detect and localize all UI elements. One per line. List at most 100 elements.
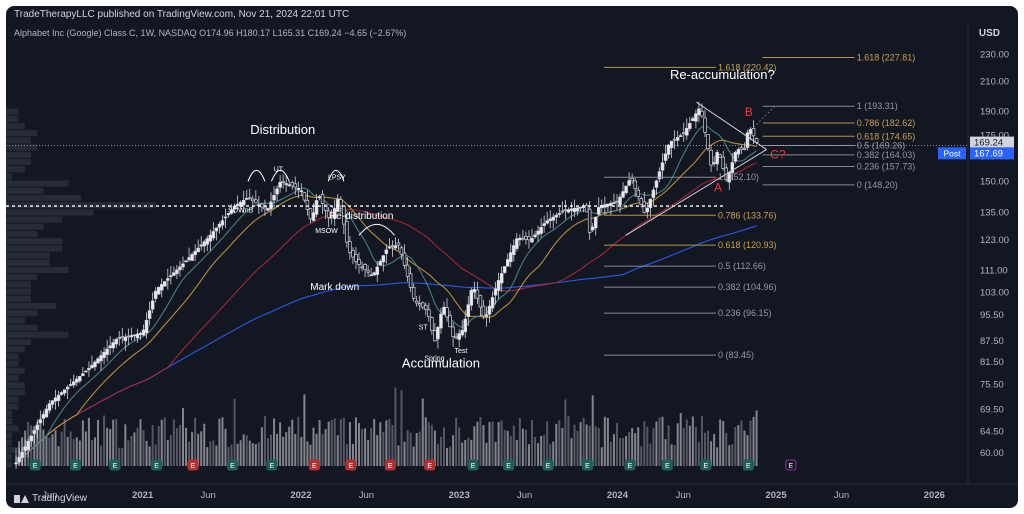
candle-body bbox=[217, 223, 222, 228]
candle-body bbox=[694, 113, 698, 122]
volume-bar bbox=[112, 419, 115, 466]
x-tick-label: 2026 bbox=[924, 490, 945, 501]
volume-bar bbox=[703, 432, 706, 466]
volume-bar bbox=[631, 428, 634, 466]
candle-body bbox=[302, 192, 307, 201]
candle-body bbox=[566, 209, 571, 213]
candle-body bbox=[612, 202, 616, 204]
volume-bar bbox=[270, 434, 273, 466]
candle-body bbox=[360, 266, 364, 269]
annotation-label: UT bbox=[274, 167, 284, 174]
volume-bar bbox=[300, 437, 303, 466]
volume-bar bbox=[531, 420, 534, 466]
volume-bar bbox=[136, 427, 139, 466]
tradingview-logo[interactable]: TradingView bbox=[14, 493, 87, 504]
candle-body bbox=[71, 381, 76, 386]
volume-bar bbox=[212, 440, 215, 466]
candle-body bbox=[584, 204, 589, 213]
volume-bar bbox=[45, 436, 48, 466]
volume-bar bbox=[482, 425, 485, 466]
volume-bar bbox=[221, 417, 224, 466]
volume-bar bbox=[619, 438, 622, 466]
volume-bar bbox=[534, 436, 537, 466]
volume-bar bbox=[66, 436, 69, 466]
volume-bar bbox=[564, 399, 567, 466]
y-tick-label: 60.00 bbox=[980, 448, 1004, 459]
symbol-ohlc-line[interactable]: Alphabet Inc (Google) Class C, 1W, NASDA… bbox=[14, 28, 407, 38]
volume-bar bbox=[579, 422, 582, 466]
candle-body bbox=[375, 266, 379, 275]
volume-bar bbox=[728, 445, 731, 466]
volume-bar bbox=[518, 417, 521, 466]
x-tick-label: Jun bbox=[200, 490, 215, 501]
candle-body bbox=[618, 196, 622, 206]
candle-body bbox=[387, 246, 392, 249]
y-tick-label: 210.00 bbox=[980, 77, 1009, 88]
candle-body bbox=[23, 446, 27, 451]
volume-profile-bar bbox=[6, 432, 13, 439]
volume-bar bbox=[719, 419, 722, 466]
volume-bar bbox=[391, 424, 394, 466]
annotation-label: Distribution bbox=[250, 122, 315, 137]
fib-right-label: 0 (148.20) bbox=[857, 180, 898, 190]
price-chart[interactable]: 230.00210.00190.00175.00163.00150.00135.… bbox=[6, 6, 1018, 508]
candle-body bbox=[433, 330, 437, 342]
volume-profile-bar bbox=[6, 137, 31, 144]
candle-body bbox=[481, 305, 486, 317]
post-price-value: 167.69 bbox=[974, 148, 1003, 159]
volume-profile-bar bbox=[6, 331, 69, 338]
candle-body bbox=[339, 199, 343, 207]
candle-body bbox=[317, 196, 322, 199]
candle-body bbox=[296, 187, 301, 190]
candle-body bbox=[135, 333, 140, 339]
volume-bar bbox=[309, 444, 312, 466]
candle-body bbox=[35, 424, 40, 430]
candle-body bbox=[17, 457, 21, 463]
volume-bar bbox=[312, 427, 315, 466]
candle-body bbox=[20, 451, 24, 458]
candle-body bbox=[678, 135, 683, 137]
candle-body bbox=[648, 198, 653, 208]
volume-bar bbox=[421, 398, 424, 466]
volume-bar bbox=[251, 443, 254, 466]
candle-body bbox=[414, 300, 419, 304]
volume-bar bbox=[646, 426, 649, 466]
y-tick-label: 103.00 bbox=[980, 288, 1009, 299]
currency-label[interactable]: USD bbox=[978, 28, 1000, 39]
earnings-marker bbox=[384, 459, 396, 471]
candle-body bbox=[563, 209, 568, 212]
volume-profile-bar bbox=[6, 389, 25, 396]
candle-body bbox=[320, 194, 325, 204]
volume-bar bbox=[42, 429, 45, 466]
volume-bar bbox=[430, 424, 433, 466]
earnings-marker bbox=[661, 459, 673, 471]
y-tick-label: 87.50 bbox=[980, 336, 1004, 347]
volume-bar bbox=[540, 435, 543, 466]
volume-bar bbox=[446, 447, 449, 466]
earnings-marker-letter: E bbox=[704, 463, 709, 470]
annotation-arc bbox=[327, 169, 345, 182]
earnings-marker bbox=[109, 459, 121, 471]
volume-bar bbox=[497, 422, 500, 466]
fib-left-label: 0.382 (104.96) bbox=[718, 282, 777, 292]
volume-bar bbox=[576, 430, 579, 466]
volume-bar bbox=[84, 431, 87, 466]
candle-body bbox=[62, 389, 67, 394]
volume-bar bbox=[97, 419, 100, 466]
volume-bar bbox=[203, 423, 206, 466]
volume-bar bbox=[585, 424, 588, 466]
earnings-marker-letter: E bbox=[230, 463, 235, 470]
candle-body bbox=[666, 144, 671, 155]
volume-bar bbox=[224, 428, 227, 466]
candle-body bbox=[290, 182, 294, 187]
volume-bar bbox=[464, 440, 467, 466]
volume-bar bbox=[78, 440, 81, 466]
chart-frame: TradeTherapyLLC published on TradingView… bbox=[6, 6, 1018, 508]
fib-left-label: 0.236 (96.15) bbox=[718, 308, 772, 318]
volume-bar bbox=[81, 420, 84, 466]
candle-body bbox=[29, 435, 33, 442]
earnings-marker-letter: E bbox=[471, 463, 476, 470]
candle-body bbox=[87, 367, 91, 371]
candle-body bbox=[211, 231, 216, 239]
candle-body bbox=[590, 226, 595, 231]
